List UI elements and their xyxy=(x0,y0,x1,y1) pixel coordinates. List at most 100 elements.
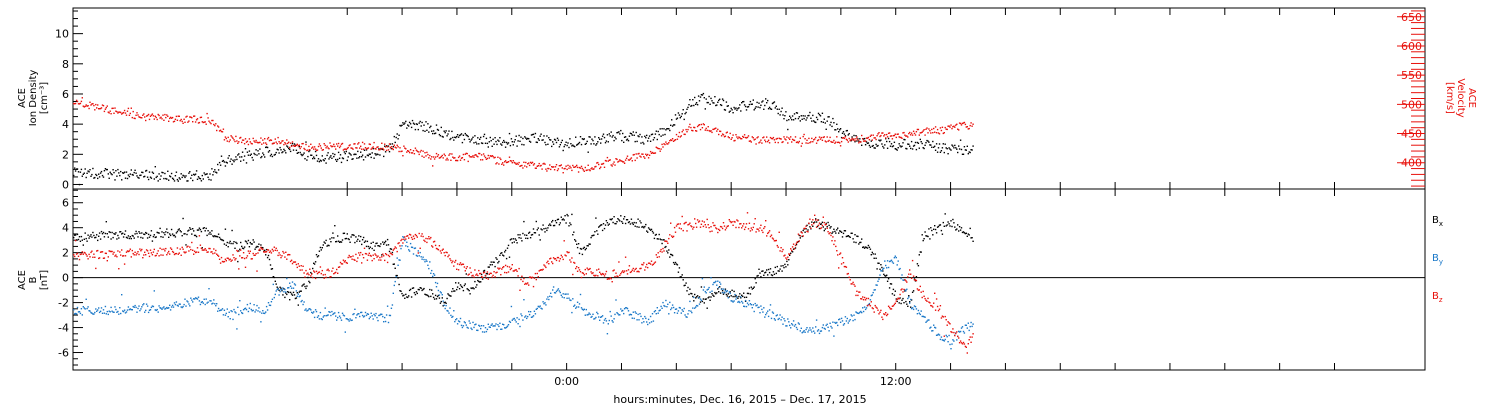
top-data-point xyxy=(650,133,653,136)
top-data-point xyxy=(870,134,872,136)
bottom-data-point xyxy=(520,237,522,239)
top-data-point xyxy=(88,107,90,110)
bottom-data-point xyxy=(320,272,322,275)
bottom-data-point xyxy=(557,218,560,220)
bottom-data-point xyxy=(128,308,131,311)
top-data-point xyxy=(416,123,418,126)
bottom-data-point xyxy=(687,224,689,226)
top-data-point xyxy=(114,179,116,181)
bottom-data-point xyxy=(293,261,296,263)
bottom-data-point xyxy=(944,213,946,215)
bottom-data-point xyxy=(482,272,485,274)
bottom-data-point xyxy=(677,310,680,312)
bottom-data-point xyxy=(529,237,532,239)
top-data-point xyxy=(459,134,462,136)
bottom-data-point xyxy=(611,218,613,220)
bottom-data-point xyxy=(883,267,885,269)
bottom-data-point xyxy=(154,255,156,257)
top-data-point xyxy=(194,173,197,175)
bottom-data-point xyxy=(441,297,443,299)
bottom-data-point xyxy=(793,248,796,250)
top-data-point xyxy=(278,141,280,143)
bottom-data-point xyxy=(186,300,188,302)
bottom-data-point xyxy=(620,272,622,275)
bottom-data-point xyxy=(168,236,170,238)
bottom-data-point xyxy=(901,274,903,276)
bottom-data-point xyxy=(442,248,444,250)
bottom-data-point xyxy=(368,317,370,320)
top-data-point xyxy=(603,136,606,139)
bottom-data-point xyxy=(924,231,926,233)
bottom-data-point xyxy=(379,256,381,259)
bottom-data-point xyxy=(335,315,337,317)
top-data-point xyxy=(178,177,180,179)
bottom-data-point xyxy=(936,305,939,308)
bottom-data-point xyxy=(751,288,753,290)
top-data-point xyxy=(788,137,790,139)
bottom-data-point xyxy=(768,309,771,311)
bottom-data-point xyxy=(862,307,864,309)
bottom-data-point xyxy=(721,227,724,230)
bottom-data-point xyxy=(819,223,822,225)
bottom-data-point xyxy=(835,245,837,248)
bottom-data-point xyxy=(595,316,597,319)
bottom-data-point xyxy=(189,305,191,307)
top-data-point xyxy=(868,139,871,141)
bottom-data-point xyxy=(90,251,92,254)
bottom-data-point xyxy=(208,247,210,250)
top-data-point xyxy=(244,148,247,150)
top-data-point xyxy=(739,104,741,106)
bottom-data-point xyxy=(473,276,475,278)
top-data-point xyxy=(79,102,82,105)
top-data-point xyxy=(877,144,879,147)
bottom-data-point xyxy=(734,295,736,298)
top-data-point xyxy=(636,157,638,159)
bottom-data-point xyxy=(540,307,542,309)
bottom-data-point xyxy=(907,297,909,300)
top-data-point xyxy=(866,142,869,144)
bottom-data-point xyxy=(205,227,207,230)
top-data-point xyxy=(563,145,565,148)
top-data-point xyxy=(225,161,227,163)
top-data-point xyxy=(717,128,719,131)
top-data-point xyxy=(346,147,348,150)
bottom-data-point xyxy=(557,256,560,259)
top-data-point xyxy=(313,156,315,158)
top-data-point xyxy=(553,138,556,141)
bottom-data-point xyxy=(825,222,827,225)
bottom-data-point xyxy=(908,295,910,297)
bottom-data-point xyxy=(613,216,615,218)
top-data-point xyxy=(285,143,287,145)
bottom-data-point xyxy=(843,265,846,268)
bottom-data-point xyxy=(421,289,423,292)
bottom-data-point xyxy=(627,310,630,312)
bottom-data-point xyxy=(794,247,797,249)
bottom-data-point xyxy=(565,255,567,257)
bottom-data-point xyxy=(770,274,773,276)
top-data-point xyxy=(306,149,308,152)
top-data-point xyxy=(334,153,336,156)
bottom-data-point xyxy=(805,328,807,331)
top-data-point xyxy=(396,144,398,146)
top-data-point xyxy=(384,143,386,145)
top-data-point xyxy=(317,158,320,160)
bottom-data-point xyxy=(198,227,201,229)
bottom-data-point xyxy=(169,253,171,255)
top-data-point xyxy=(74,167,76,169)
bottom-data-point xyxy=(676,312,679,314)
bottom-data-point xyxy=(106,233,108,235)
bottom-data-point xyxy=(380,243,382,245)
top-data-point xyxy=(934,149,937,151)
bottom-data-point xyxy=(363,315,366,317)
bottom-data-point xyxy=(813,222,815,225)
top-data-point xyxy=(879,140,881,142)
top-data-point xyxy=(633,134,635,136)
bottom-data-point xyxy=(528,310,530,313)
bottom-data-point xyxy=(230,310,232,312)
top-data-point xyxy=(236,140,238,142)
bottom-data-point xyxy=(746,212,749,214)
bottom-data-point xyxy=(507,271,510,273)
top-data-point xyxy=(137,176,139,179)
bottom-data-point xyxy=(522,280,524,283)
bottom-data-point xyxy=(697,221,700,223)
